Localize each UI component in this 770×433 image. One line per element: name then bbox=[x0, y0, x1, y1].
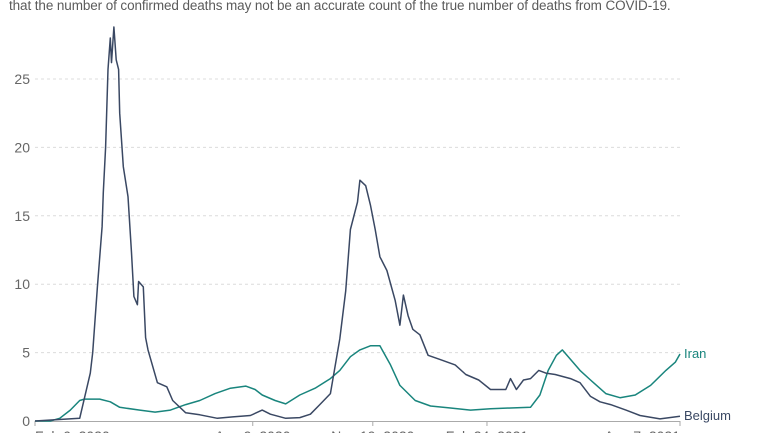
x-tick-label: Feb 6, 2020 bbox=[35, 428, 110, 433]
series-lines bbox=[34, 26, 681, 422]
x-tick-label: Feb 24, 2021 bbox=[446, 428, 529, 433]
x-tick-label: Nov 19, 2020 bbox=[331, 428, 414, 433]
y-tick-label: 20 bbox=[14, 139, 30, 155]
series-line-iran bbox=[35, 345, 681, 422]
series-label-belgium: Belgium bbox=[684, 408, 731, 423]
y-axis-ticks: 0 5 10 15 20 25 bbox=[14, 71, 30, 429]
x-tick-label: Aug 7, 2021 bbox=[604, 428, 680, 433]
x-axis: Feb 6, 2020 Aug 9, 2020 Nov 19, 2020 Feb 24… bbox=[34, 421, 681, 433]
y-tick-label: 0 bbox=[22, 413, 30, 429]
series-label-iran: Iran bbox=[684, 346, 706, 361]
series-labels: Iran Belgium bbox=[684, 346, 731, 423]
chart-note: that the number of confirmed deaths may … bbox=[9, 0, 671, 13]
x-tick-label: Aug 9, 2020 bbox=[215, 428, 291, 433]
gridlines bbox=[35, 78, 680, 354]
y-tick-label: 25 bbox=[14, 71, 30, 87]
series-line-belgium bbox=[34, 26, 681, 422]
y-tick-label: 5 bbox=[22, 345, 30, 361]
y-tick-label: 10 bbox=[14, 276, 30, 292]
y-tick-label: 15 bbox=[14, 208, 30, 224]
